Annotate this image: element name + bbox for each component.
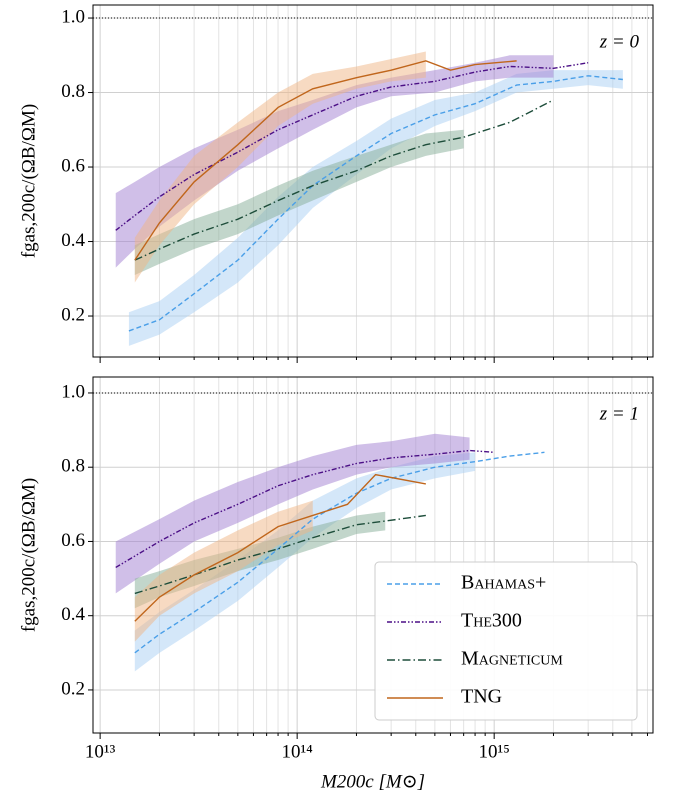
legend-label: Magneticum bbox=[461, 648, 563, 670]
y-tick-label: 0.8 bbox=[61, 81, 85, 102]
band bbox=[115, 433, 470, 594]
series-line bbox=[134, 514, 426, 595]
legend-label: Bahamas+ bbox=[461, 572, 546, 594]
legend-label: The300 bbox=[461, 610, 522, 632]
series-line bbox=[115, 449, 495, 569]
band bbox=[128, 70, 623, 346]
series-line bbox=[115, 62, 589, 231]
y-axis-label: fgas,200c/(ΩB/ΩM) bbox=[18, 478, 39, 632]
series-line bbox=[134, 451, 545, 654]
x-axis-label: M200c [M⊙] bbox=[320, 771, 425, 792]
series-line bbox=[134, 60, 517, 261]
axes-frame bbox=[92, 376, 654, 734]
x-tick-label: 10¹⁴ bbox=[281, 741, 313, 762]
series-line bbox=[134, 473, 426, 622]
y-tick-label: 1.0 bbox=[61, 6, 85, 27]
y-tick-label: 1.0 bbox=[61, 381, 85, 402]
band bbox=[134, 500, 313, 642]
annotation: z = 0 bbox=[599, 31, 640, 52]
x-tick-label: 10¹³ bbox=[85, 741, 116, 762]
y-tick-label: 0.6 bbox=[61, 155, 85, 176]
plot-area bbox=[93, 5, 653, 357]
series-line bbox=[134, 99, 554, 261]
axes-frame bbox=[92, 4, 654, 358]
x-tick-label: 10¹⁵ bbox=[479, 741, 510, 762]
y-tick-label: 0.8 bbox=[61, 456, 85, 477]
y-tick-label: 0.2 bbox=[61, 304, 85, 325]
y-tick-label: 0.2 bbox=[61, 678, 85, 699]
legend-box bbox=[374, 561, 638, 721]
legend-label: TNG bbox=[461, 686, 502, 708]
y-tick-label: 0.4 bbox=[61, 604, 85, 625]
y-tick-label: 0.6 bbox=[61, 530, 85, 551]
band bbox=[134, 452, 476, 672]
series-line bbox=[128, 75, 623, 332]
band bbox=[134, 51, 426, 283]
annotation: z = 1 bbox=[599, 403, 639, 424]
band bbox=[134, 129, 464, 276]
y-axis-label: fgas,200c/(ΩB/ΩM) bbox=[18, 104, 39, 258]
y-tick-label: 0.4 bbox=[61, 230, 85, 251]
